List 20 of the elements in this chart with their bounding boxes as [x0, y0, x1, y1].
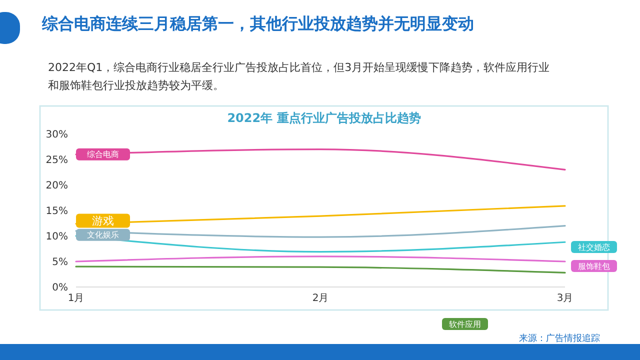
y-tick-label: 15%: [46, 206, 68, 217]
chart-subtitle: 2022年 重点行业广告投放占比趋势: [227, 111, 421, 125]
y-tick-label: 30%: [46, 130, 68, 140]
text: 软件应用: [449, 320, 481, 329]
y-tick-label: 0%: [52, 282, 68, 294]
series-label: 服饰鞋包: [578, 262, 610, 271]
source-note: 来源：广告情报追踪: [519, 333, 600, 344]
y-tick-label: 5%: [52, 257, 68, 268]
series-label: 社交婚恋: [578, 242, 610, 252]
series-label: 文化娱乐: [87, 230, 119, 240]
chart-title: 综合电商连续三月稳居第一，其他行业投放趋势并无明显变动: [41, 14, 474, 33]
text: 2022年Q1，综合电商行业稳居全行业广告投放占比首位，但3月开始呈现缓慢下降趋势，软件应用行业和服饰鞋包行业投放趋势较为平缓。: [48, 61, 550, 92]
x-tick-label: 3月: [556, 293, 574, 304]
x-tick-label: 1月: [68, 293, 84, 304]
series-label: 综合电商: [87, 150, 119, 160]
y-tick-label: 20%: [46, 180, 68, 192]
y-tick-label: 10%: [46, 232, 68, 242]
x-tick-label: 2月: [312, 293, 329, 304]
series-label: 游戏: [92, 214, 114, 228]
y-tick-label: 25%: [46, 155, 68, 166]
